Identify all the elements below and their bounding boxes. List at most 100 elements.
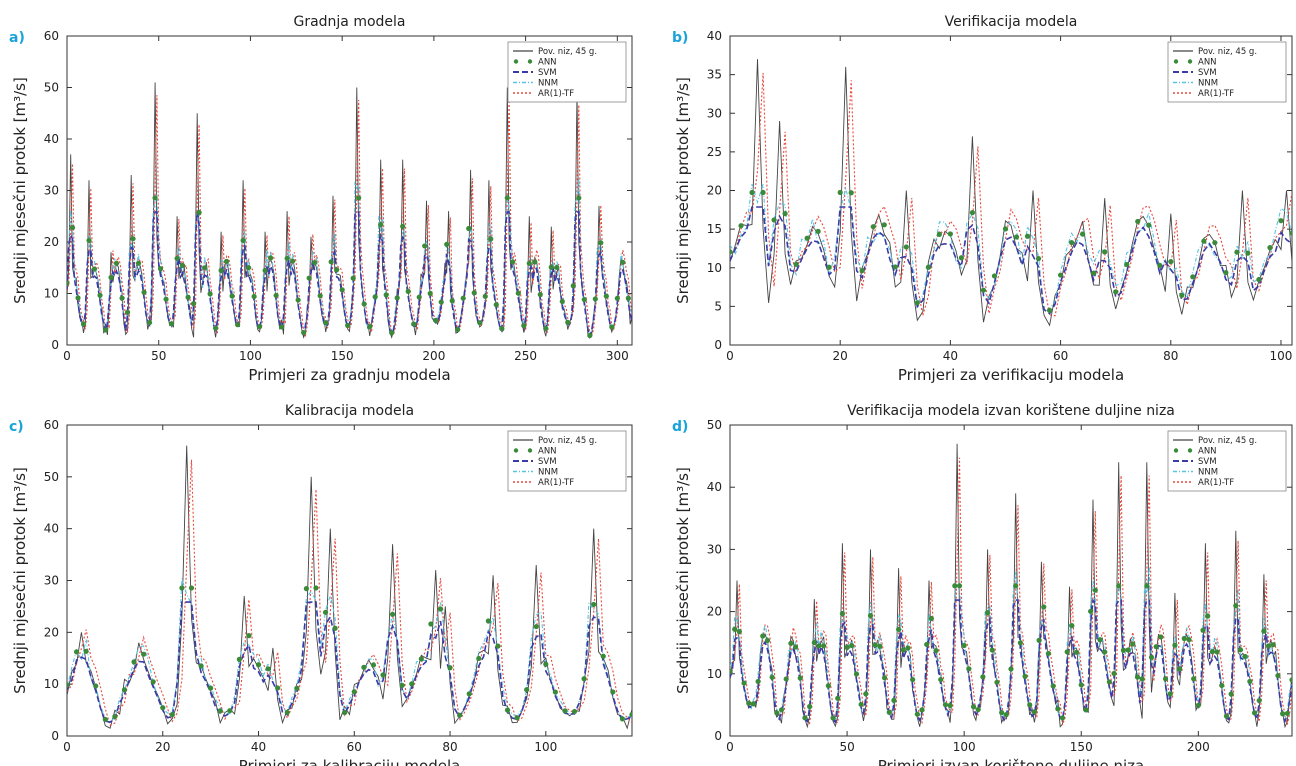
ann-point <box>495 643 501 649</box>
y-tick-label: 10 <box>44 677 59 691</box>
legend-label: NNM <box>1198 468 1218 478</box>
chart-title: Kalibracija modela <box>285 403 414 419</box>
ann-point <box>67 682 70 688</box>
ann-point <box>1157 262 1163 268</box>
ann-point <box>792 644 799 650</box>
ann-point <box>1069 623 1075 629</box>
x-tick-label: 50 <box>839 740 854 754</box>
ann-point <box>301 330 307 336</box>
ann-point <box>174 255 180 262</box>
ann-point <box>863 691 869 697</box>
ann-point <box>112 713 118 720</box>
panel-a: 0 50 100 150 200 250 300 0 10 20 30 40 50 60 Gradnja m… <box>9 14 633 384</box>
x-tick-label: 250 <box>514 349 537 363</box>
ann-point <box>262 267 268 274</box>
y-tick-label: 0 <box>51 338 59 352</box>
ann-point <box>476 655 482 662</box>
ann-point <box>989 647 995 653</box>
y-tick-label: 40 <box>44 522 59 536</box>
ann-point <box>1092 587 1098 593</box>
ann-point <box>370 662 377 668</box>
ann-point <box>80 321 87 327</box>
ann-point <box>367 324 373 330</box>
ann-point <box>515 290 521 296</box>
ann-point <box>839 611 846 617</box>
ann-point <box>581 296 587 303</box>
ann-point <box>433 317 439 324</box>
ann-point <box>1214 649 1220 655</box>
ann-point <box>1022 673 1028 679</box>
ann-point <box>240 237 246 244</box>
ann-point <box>760 633 766 639</box>
ann-point <box>169 711 175 718</box>
ann-point <box>1080 231 1086 237</box>
ann-point <box>1195 702 1201 708</box>
ann-point <box>389 330 395 336</box>
ann-point <box>73 649 80 655</box>
ann-point <box>533 623 539 630</box>
ann-point <box>313 585 319 591</box>
x-tick-label: 50 <box>151 349 166 363</box>
ann-point <box>198 663 204 669</box>
y-tick-label: 40 <box>707 29 722 43</box>
ann-point <box>208 685 214 691</box>
ann-point <box>1139 676 1145 682</box>
ann-point <box>614 295 620 301</box>
ann-point <box>919 707 925 713</box>
ann-point <box>958 255 965 261</box>
ann-point <box>910 677 916 683</box>
ann-point <box>168 321 175 327</box>
ann-point <box>212 325 219 331</box>
ann-point <box>466 691 472 697</box>
ann-point <box>514 715 520 721</box>
ann-point <box>1045 650 1052 657</box>
ann-point <box>1111 670 1117 677</box>
ann-point <box>771 217 777 223</box>
y-tick-label: 20 <box>707 605 722 619</box>
ann-point <box>750 701 757 707</box>
ann-point <box>389 611 396 617</box>
legend-label: Pov. niz, 45 g. <box>538 436 597 446</box>
ann-point <box>859 267 865 274</box>
ann-point <box>427 290 433 297</box>
ann-point <box>108 274 114 281</box>
ann-point <box>853 671 860 677</box>
series-line-ar1-tf <box>67 459 632 727</box>
ann-point <box>867 612 874 619</box>
ann-point <box>1265 643 1272 649</box>
ann-point <box>322 609 329 615</box>
x-tick-label: 20 <box>155 740 170 754</box>
ann-point <box>1167 691 1173 697</box>
ann-point <box>1247 678 1253 685</box>
ann-point <box>1153 644 1159 650</box>
ann-point <box>1278 218 1284 224</box>
ann-point <box>141 651 147 657</box>
ann-point <box>196 210 202 216</box>
y-tick-label: 20 <box>44 625 59 639</box>
ann-point <box>438 299 444 305</box>
y-tick-label: 60 <box>44 418 59 432</box>
ann-point <box>738 223 744 229</box>
ann-point <box>830 715 836 721</box>
ann-point <box>102 716 108 723</box>
ann-point <box>332 625 338 631</box>
legend-marker <box>1173 448 1179 453</box>
series-line-nnm <box>730 183 1292 313</box>
chart-title: Verifikacija modela izvan korištene dulj… <box>847 403 1175 419</box>
ann-point <box>1073 649 1080 655</box>
ann-point <box>896 626 902 633</box>
ann-point <box>1233 603 1239 609</box>
ann-point <box>1008 666 1014 672</box>
x-tick-label: 80 <box>442 740 457 754</box>
ann-point <box>251 293 257 300</box>
y-tick-label: 60 <box>44 29 59 43</box>
ann-point <box>619 716 626 722</box>
ann-point <box>769 674 775 680</box>
ann-point <box>1134 674 1141 680</box>
ann-point <box>342 709 348 716</box>
ann-point <box>802 715 808 721</box>
ann-point <box>1017 640 1023 646</box>
legend-label: NNM <box>1198 79 1218 89</box>
series-line-nnm <box>67 578 632 723</box>
ann-point <box>422 243 428 249</box>
